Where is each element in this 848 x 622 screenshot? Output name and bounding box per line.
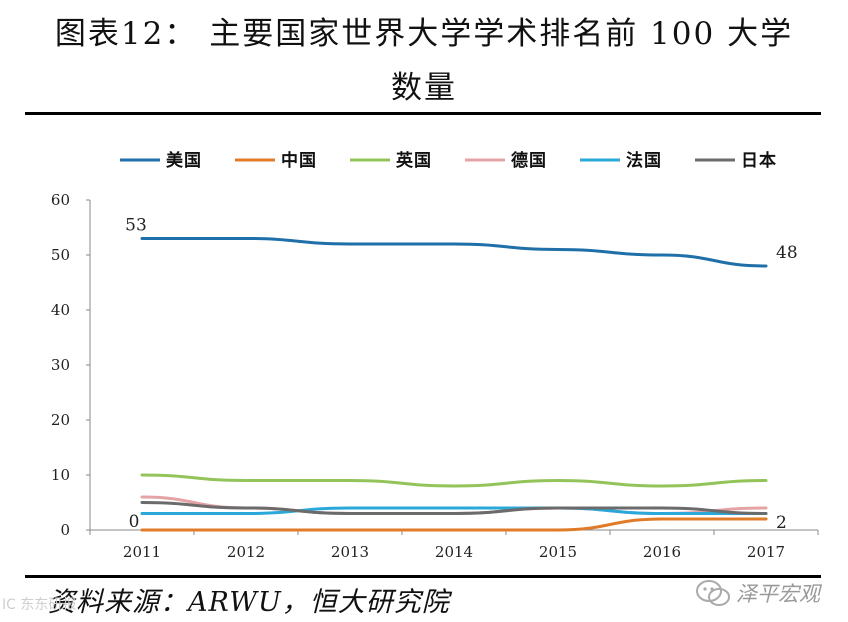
y-tick-label: 60 (51, 191, 70, 209)
data-label: 0 (129, 512, 140, 532)
series-line-美国 (140, 236, 768, 268)
x-tick-label: 2013 (331, 543, 369, 561)
x-tick-label: 2011 (123, 543, 161, 561)
y-tick-label: 10 (51, 466, 70, 484)
y-tick-label: 30 (51, 356, 70, 374)
wechat-logo-icon (696, 580, 730, 606)
chart-title-line1: 图表12： 主要国家世界大学学术排名前 100 大学 (54, 16, 794, 52)
x-tick-label: 2015 (539, 543, 577, 561)
x-tick-label: 2012 (227, 543, 265, 561)
legend-label-法国: 法国 (626, 150, 662, 171)
data-label: 48 (776, 243, 798, 263)
legend-label-中国: 中国 (281, 150, 317, 171)
bottom-rule (25, 575, 821, 578)
watermark-left: IC 东东研报 (2, 597, 77, 613)
series-line-日本 (140, 501, 768, 515)
series-line-法国 (140, 506, 768, 515)
series-line-中国 (140, 517, 768, 532)
legend-label-日本: 日本 (741, 150, 777, 171)
watermark-right: 泽平宏观 (694, 576, 844, 610)
legend-label-德国: 德国 (511, 150, 547, 171)
x-tick-label: 2017 (747, 543, 785, 561)
series-line-德国 (140, 495, 768, 516)
chart-title-line2: 数量 (391, 70, 457, 106)
x-tick-label: 2016 (643, 543, 681, 561)
y-tick-label: 40 (51, 301, 70, 319)
x-tick-label: 2014 (435, 543, 473, 561)
data-label: 2 (776, 513, 787, 533)
series-line-英国 (140, 473, 768, 488)
watermark-right-text: 泽平宏观 (736, 582, 820, 606)
legend-label-英国: 英国 (396, 150, 432, 171)
source-note: 资料来源：ARWU，恒大研究院 (48, 587, 450, 618)
y-tick-label: 20 (51, 411, 70, 429)
y-tick-label: 50 (51, 246, 70, 264)
y-tick-label: 0 (60, 521, 70, 539)
legend-label-美国: 美国 (166, 150, 202, 171)
data-label: 53 (125, 216, 147, 236)
top-rule (25, 112, 821, 115)
